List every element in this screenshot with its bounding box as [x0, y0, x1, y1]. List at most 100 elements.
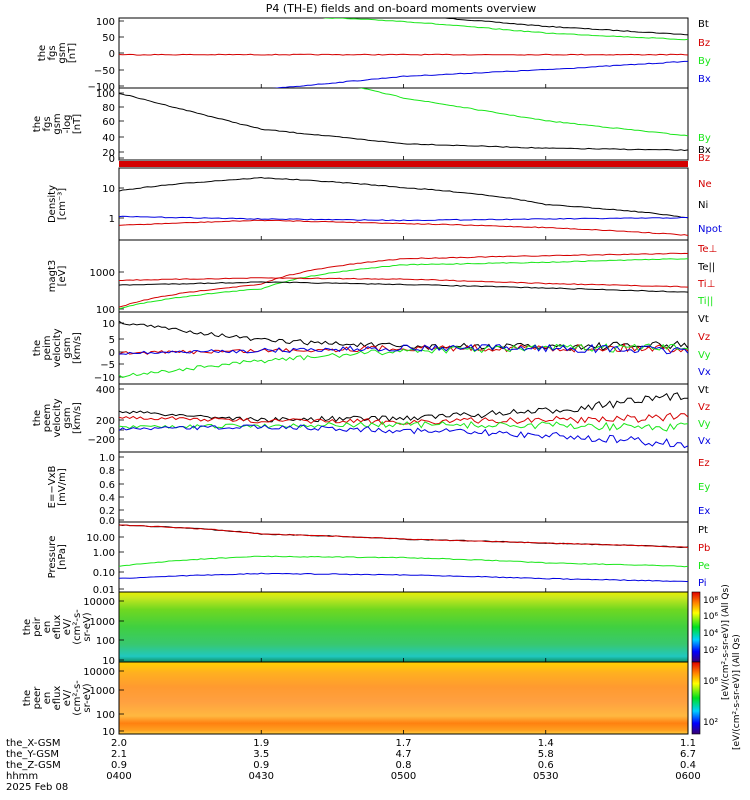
- series-density-ni: [119, 176, 688, 219]
- y-axis-label: gsm: [62, 337, 73, 358]
- y-axis-label: [cm⁻³]: [57, 188, 68, 220]
- legend-vx: Vx: [698, 367, 711, 378]
- y-tick-label: 40: [102, 133, 115, 144]
- y-axis-label: en: [42, 692, 53, 705]
- y-axis-label: peim: [42, 335, 53, 360]
- series-peim-velocity-vx: [119, 343, 688, 355]
- y-tick-label: 100: [96, 17, 115, 28]
- y-axis-label: the: [32, 340, 43, 356]
- y-tick-label: −5: [100, 360, 115, 371]
- x-tick-label: 1.1: [680, 738, 696, 749]
- panel-frame-temperature: [118, 239, 689, 313]
- y-tick-label: 20: [102, 148, 115, 159]
- series-peem-velocity-vx: [119, 424, 688, 449]
- series-fgs-gsm-log-bx: [119, 93, 688, 152]
- y-axis-label: [eV]: [57, 266, 68, 287]
- y-axis-label: the: [32, 410, 43, 426]
- plot-title: P4 (TH-E) fields and on-board moments ov…: [266, 2, 537, 15]
- x-tick-label: 0530: [533, 771, 558, 782]
- y-axis-label: eV/: [62, 689, 73, 706]
- colorbar-ticks-1: 10⁸ 10⁶ 10⁴ 10²: [703, 596, 718, 656]
- y-tick-label: 10: [102, 319, 115, 330]
- y-tick-label: 0.6: [99, 480, 115, 491]
- legend-ex: Ex: [698, 506, 710, 517]
- legend-bz: Bz: [698, 153, 710, 164]
- y-axis-label: fgs: [47, 45, 58, 60]
- y-axis-label: velocity: [52, 398, 63, 437]
- y-tick-label: 50: [102, 33, 115, 44]
- y-axis-label: fgs: [42, 116, 53, 131]
- series-peem-velocity-vz: [119, 412, 688, 425]
- y-tick-label: 80: [102, 103, 115, 114]
- series-density-ne: [119, 219, 688, 236]
- legend-vy: Vy: [698, 350, 711, 361]
- panel-frame-density: [118, 167, 689, 241]
- y-tick-label: 100: [96, 636, 115, 647]
- series-density-npot: [119, 215, 688, 222]
- y-axis-label: gsm: [52, 113, 63, 134]
- y-tick-label: −50: [94, 66, 115, 77]
- legend-by: By: [698, 56, 711, 67]
- y-tick-label: 0.01: [93, 585, 115, 596]
- y-tick-label: 1000: [90, 686, 115, 697]
- y-tick-label: 1: [109, 214, 115, 225]
- y-tick-label: 0.4: [99, 493, 115, 504]
- legend-vt: Vt: [698, 314, 709, 325]
- colorbar-tick: 10²: [703, 718, 718, 728]
- y-tick-label: 1000: [90, 268, 115, 279]
- y-tick-label: 0.8: [99, 466, 115, 477]
- peir-spectrogram: [119, 592, 688, 662]
- series-temperature-ti: [119, 252, 688, 308]
- panel-frame-peem-velocity: [118, 383, 689, 453]
- legend-bx: Bx: [698, 145, 711, 156]
- peer-spectrogram: [119, 662, 688, 734]
- y-axis-label: gsm: [62, 407, 73, 428]
- panel-frame-efield: [118, 451, 689, 523]
- legend-te: Te⊥: [697, 244, 717, 255]
- x-axis-labels: the_X-GSM the_Y-GSM the_Z-GSM hhmm 2025 …: [6, 738, 68, 793]
- legend-te: Te||: [697, 262, 715, 273]
- y-axis-label: [km/s]: [72, 332, 83, 364]
- y-axis-label: en: [42, 621, 53, 634]
- x-tick-label: 0.9: [253, 760, 269, 771]
- panel-frame-fgs-gsm: [118, 17, 689, 89]
- legend-ni: Ni: [698, 200, 708, 211]
- series-temperature-ti: [119, 258, 688, 310]
- y-tick-label: 60: [102, 117, 115, 128]
- legend-pe: Pe: [698, 561, 710, 572]
- y-axis-label: [nT]: [67, 43, 78, 63]
- x-tick-label: 0430: [249, 771, 274, 782]
- legend-ti: Ti||: [697, 296, 713, 307]
- x-tick-label: 4.7: [396, 749, 412, 760]
- y-tick-label: 0.10: [93, 568, 115, 579]
- legend-vy: Vy: [698, 419, 711, 430]
- y-tick-label: −200: [88, 435, 115, 446]
- series-fgs-gsm-bt: [437, 18, 688, 36]
- y-tick-label: 10: [102, 727, 115, 738]
- y-axis-label: gsm: [57, 42, 68, 63]
- colorbar-tick: 10²: [703, 646, 718, 656]
- y-axis-label: (cm²-s-: [72, 680, 83, 716]
- series-pressure-pe: [119, 555, 688, 568]
- legend-bt: Bt: [698, 19, 709, 30]
- y-axis-label: velocity: [52, 328, 63, 367]
- y-axis-label: [mV/m]: [57, 468, 68, 506]
- row-label-z: the_Z-GSM: [6, 760, 61, 771]
- y-tick-label: 10000: [83, 597, 115, 608]
- row-label-date: 2025 Feb 08: [6, 782, 68, 793]
- y-tick-label: 0: [109, 49, 115, 60]
- x-tick-label: 6.7: [680, 749, 696, 760]
- colorbar-peir: [691, 591, 701, 663]
- y-axis-label: magt3: [47, 260, 58, 293]
- x-tick-label: 0.6: [538, 760, 554, 771]
- row-label-y: the_Y-GSM: [6, 749, 59, 760]
- legend-ne: Ne: [698, 179, 712, 190]
- series-fgs-gsm-bx: [271, 60, 688, 88]
- series-pressure-pt: [119, 524, 688, 549]
- x-tick-label: 2.1: [111, 749, 127, 760]
- colorbar-tick: 10⁸: [703, 596, 718, 606]
- x-tick-label: 0.4: [680, 760, 696, 771]
- y-axis-label: eV/: [62, 618, 73, 635]
